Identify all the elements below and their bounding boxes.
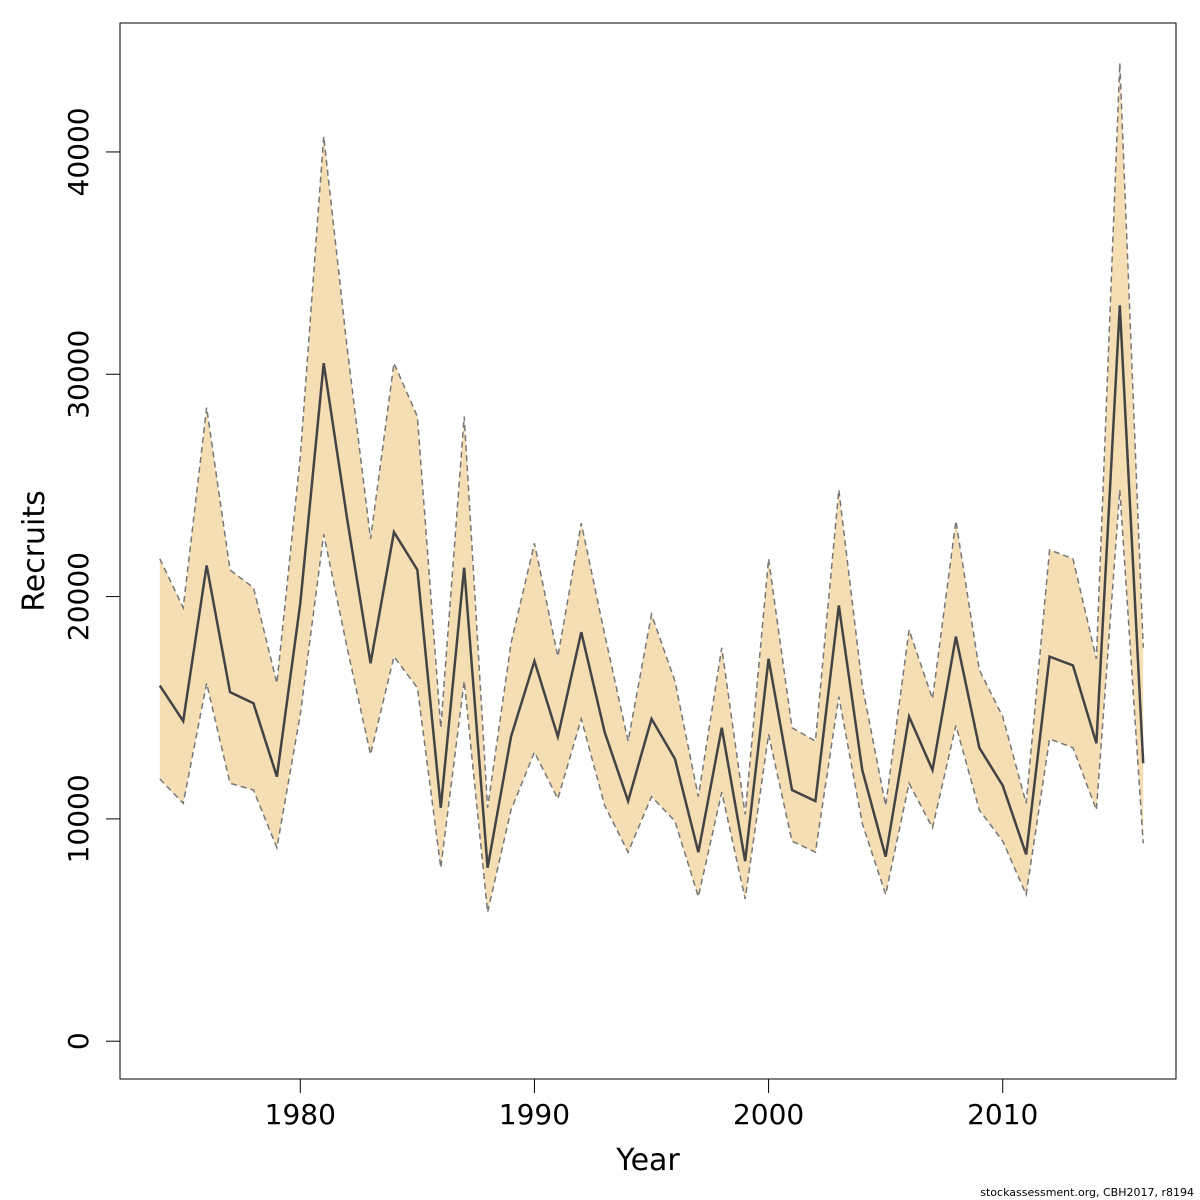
x-axis-title: Year bbox=[615, 1143, 680, 1178]
x-tick-label: 1980 bbox=[265, 1098, 336, 1131]
y-tick-label: 40000 bbox=[62, 107, 95, 196]
y-tick-label: 20000 bbox=[62, 552, 95, 641]
recruits-estimate-line bbox=[158, 305, 1145, 869]
y-tick-label: 30000 bbox=[62, 330, 95, 419]
lower-bound-line bbox=[159, 489, 1144, 913]
x-tick-label: 2010 bbox=[967, 1098, 1038, 1131]
x-axis: 1980 1990 2000 2010 bbox=[265, 1079, 1038, 1131]
y-axis: 0 10000 20000 30000 40000 bbox=[62, 107, 120, 1050]
plot-frame bbox=[119, 22, 1177, 1080]
y-tick-label: 0 bbox=[62, 1032, 95, 1050]
x-tick-label: 1990 bbox=[499, 1098, 570, 1131]
credit-text: stockassessment.org, CBH2017, r8194 bbox=[980, 1186, 1194, 1199]
series-lines-layer bbox=[158, 62, 1145, 913]
upper-bound-line bbox=[159, 62, 1144, 815]
y-axis-title: Recruits bbox=[17, 490, 52, 612]
confidence-band-layer bbox=[159, 63, 1144, 913]
y-tick-label: 10000 bbox=[62, 774, 95, 863]
x-tick-label: 2000 bbox=[733, 1098, 804, 1131]
confidence-band bbox=[159, 63, 1144, 913]
